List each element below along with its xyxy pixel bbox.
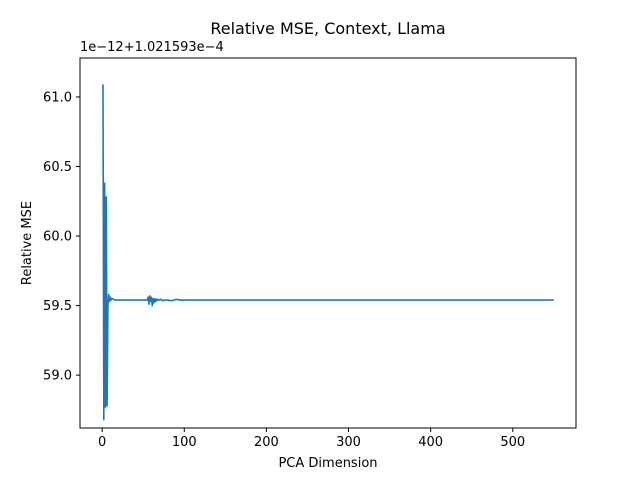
x-tick-label: 100: [172, 435, 197, 450]
x-tick-label: 200: [254, 435, 279, 450]
y-offset-text: 1e−12+1.021593e−4: [80, 40, 224, 55]
chart-title: Relative MSE, Context, Llama: [210, 19, 445, 38]
x-tick-label: 400: [418, 435, 443, 450]
x-tick-label: 300: [336, 435, 361, 450]
x-tick-label: 0: [98, 435, 106, 450]
y-axis-label: Relative MSE: [20, 201, 35, 285]
plot-frame: [79, 57, 577, 429]
plot-area: [102, 84, 554, 421]
x-tick-label: 500: [500, 435, 525, 450]
y-tick-label: 59.0: [43, 369, 72, 384]
axis-ticks: 0 100 200 300 400 500 59.0 59.5 60.0 60.5 61.0: [43, 90, 525, 450]
y-tick-label: 60.0: [43, 230, 72, 245]
x-axis-label: PCA Dimension: [278, 456, 377, 471]
y-tick-label: 61.0: [43, 90, 72, 105]
y-tick-label: 60.5: [43, 160, 72, 175]
series-line: [102, 84, 554, 421]
y-tick-label: 59.5: [43, 299, 72, 314]
